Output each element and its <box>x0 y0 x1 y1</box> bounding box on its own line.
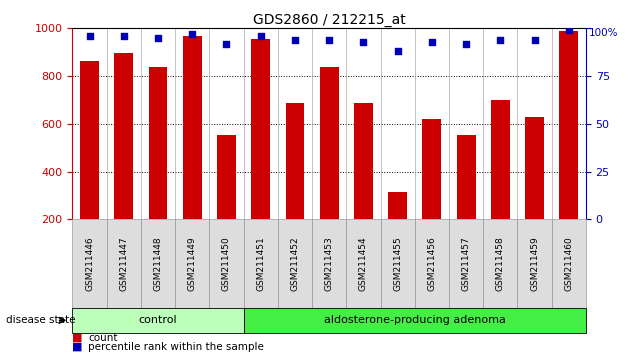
Point <box>358 39 369 45</box>
Text: GSM211451: GSM211451 <box>256 236 265 291</box>
Text: GSM211457: GSM211457 <box>462 236 471 291</box>
Text: ■: ■ <box>72 333 83 343</box>
Point <box>256 33 266 39</box>
Bar <box>115 53 133 219</box>
Point <box>427 39 437 45</box>
Text: aldosterone-producing adenoma: aldosterone-producing adenoma <box>324 315 506 325</box>
Bar <box>354 103 373 219</box>
Text: GSM211450: GSM211450 <box>222 236 231 291</box>
Bar <box>559 31 578 219</box>
Point <box>392 48 403 54</box>
Bar <box>149 67 168 219</box>
Bar <box>525 117 544 219</box>
Bar <box>80 61 99 219</box>
Text: GSM211459: GSM211459 <box>530 236 539 291</box>
Point <box>84 33 94 39</box>
Bar <box>183 36 202 219</box>
Bar <box>320 67 338 219</box>
Bar <box>423 119 441 219</box>
Bar <box>251 39 270 219</box>
Point <box>324 37 334 42</box>
Text: GSM211455: GSM211455 <box>393 236 402 291</box>
Point <box>529 37 539 42</box>
Text: ■: ■ <box>72 342 83 352</box>
Point <box>221 41 231 46</box>
Point <box>187 31 197 37</box>
Text: GSM211452: GSM211452 <box>290 236 299 291</box>
Text: GSM211460: GSM211460 <box>564 236 573 291</box>
Text: GSM211446: GSM211446 <box>85 236 94 291</box>
Bar <box>285 103 304 219</box>
Title: GDS2860 / 212215_at: GDS2860 / 212215_at <box>253 13 406 27</box>
Bar <box>457 135 476 219</box>
Text: GSM211449: GSM211449 <box>188 236 197 291</box>
Bar <box>217 135 236 219</box>
Point <box>153 35 163 41</box>
Bar <box>491 100 510 219</box>
Bar <box>388 192 407 219</box>
Point <box>290 37 300 42</box>
Text: control: control <box>139 315 177 325</box>
Point <box>118 33 129 39</box>
Point <box>461 41 471 46</box>
Text: disease state: disease state <box>6 315 76 325</box>
Text: 100%: 100% <box>589 28 619 38</box>
Text: GSM211453: GSM211453 <box>324 236 334 291</box>
Text: GSM211458: GSM211458 <box>496 236 505 291</box>
Text: count: count <box>88 333 118 343</box>
Text: GSM211454: GSM211454 <box>359 236 368 291</box>
Text: GSM211456: GSM211456 <box>427 236 437 291</box>
Text: percentile rank within the sample: percentile rank within the sample <box>88 342 264 352</box>
Point <box>495 37 505 42</box>
Text: GSM211448: GSM211448 <box>154 236 163 291</box>
Text: GSM211447: GSM211447 <box>119 236 129 291</box>
Point <box>564 27 574 33</box>
